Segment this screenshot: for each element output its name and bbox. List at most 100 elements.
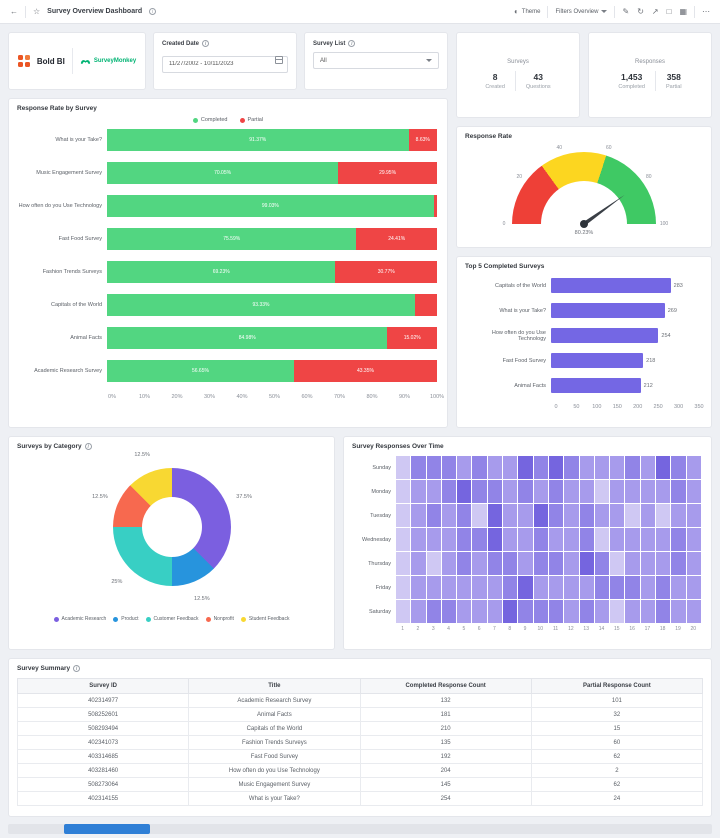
- heatmap-cell[interactable]: [564, 600, 579, 623]
- heatmap-cell[interactable]: [533, 456, 548, 479]
- heatmap-cell[interactable]: [610, 552, 625, 575]
- completed-bar-segment[interactable]: 93.33%: [107, 294, 415, 316]
- heatmap-cell[interactable]: [457, 480, 472, 503]
- heatmap-cell[interactable]: [518, 480, 533, 503]
- heatmap-cell[interactable]: [426, 504, 441, 527]
- heatmap-cell[interactable]: [426, 576, 441, 599]
- heatmap-cell[interactable]: [579, 504, 594, 527]
- heatmap-cell[interactable]: [686, 528, 701, 551]
- heatmap-cell[interactable]: [396, 528, 411, 551]
- heatmap-cell[interactable]: [594, 552, 610, 575]
- favorite-star-icon[interactable]: ☆: [33, 6, 41, 16]
- heatmap-cell[interactable]: [533, 600, 548, 623]
- bar[interactable]: [551, 303, 665, 318]
- partial-bar-segment[interactable]: 15.02%: [387, 327, 437, 349]
- heatmap-cell[interactable]: [503, 600, 518, 623]
- back-icon[interactable]: ←: [10, 6, 18, 16]
- heatmap-cell[interactable]: [441, 600, 457, 623]
- table-row[interactable]: 402314155 What is your Take? 254 24: [16, 791, 704, 806]
- heatmap-cell[interactable]: [594, 480, 610, 503]
- heatmap-cell[interactable]: [656, 504, 671, 527]
- heatmap-cell[interactable]: [426, 600, 441, 623]
- share-icon[interactable]: ↗: [651, 6, 659, 16]
- heatmap-cell[interactable]: [396, 480, 411, 503]
- heatmap-cell[interactable]: [441, 552, 457, 575]
- heatmap-cell[interactable]: [640, 576, 656, 599]
- heatmap-cell[interactable]: [441, 504, 457, 527]
- table-row[interactable]: 403281460 How often do you Use Technology…: [16, 763, 704, 778]
- partial-bar-segment[interactable]: 30.77%: [335, 261, 437, 283]
- heatmap-cell[interactable]: [411, 528, 426, 551]
- bar[interactable]: [551, 278, 671, 293]
- heatmap-cell[interactable]: [625, 528, 640, 551]
- heatmap-cell[interactable]: [640, 480, 656, 503]
- heatmap-cell[interactable]: [518, 576, 533, 599]
- completed-bar-segment[interactable]: 99.03%: [107, 195, 434, 217]
- heatmap-cell[interactable]: [610, 504, 625, 527]
- heatmap-cell[interactable]: [487, 576, 503, 599]
- table-row[interactable]: 508252601 Animal Facts 181 32: [16, 707, 704, 722]
- heatmap-cell[interactable]: [671, 504, 686, 527]
- heatmap-cell[interactable]: [548, 576, 564, 599]
- title-info-icon[interactable]: i: [149, 8, 157, 15]
- heatmap-cell[interactable]: [457, 456, 472, 479]
- scrollbar-thumb[interactable]: [64, 824, 150, 834]
- heatmap-cell[interactable]: [487, 456, 503, 479]
- heatmap-cell[interactable]: [487, 552, 503, 575]
- table-row[interactable]: 403314685 Fast Food Survey 192 62: [16, 749, 704, 764]
- created-date-input[interactable]: [162, 55, 288, 73]
- heatmap-cell[interactable]: [426, 456, 441, 479]
- table-header-cell[interactable]: Partial Response Count: [530, 678, 704, 694]
- heatmap-cell[interactable]: [518, 552, 533, 575]
- heatmap-cell[interactable]: [594, 600, 610, 623]
- legend-item[interactable]: Academic Research: [53, 616, 106, 622]
- heatmap-cell[interactable]: [533, 576, 548, 599]
- heatmap-cell[interactable]: [610, 528, 625, 551]
- heatmap-cell[interactable]: [656, 600, 671, 623]
- completed-bar-segment[interactable]: 75.59%: [107, 228, 357, 250]
- heatmap-cell[interactable]: [503, 456, 518, 479]
- heatmap-cell[interactable]: [457, 576, 472, 599]
- heatmap-cell[interactable]: [487, 504, 503, 527]
- table-header-cell[interactable]: Survey ID: [16, 678, 190, 694]
- edit-icon[interactable]: ✎: [622, 6, 630, 16]
- heatmap-cell[interactable]: [472, 576, 487, 599]
- heatmap-cell[interactable]: [671, 600, 686, 623]
- partial-bar-segment[interactable]: [433, 195, 437, 217]
- heatmap-cell[interactable]: [548, 504, 564, 527]
- heatmap-cell[interactable]: [564, 456, 579, 479]
- heatmap-cell[interactable]: [594, 528, 610, 551]
- heatmap-cell[interactable]: [487, 600, 503, 623]
- heatmap-cell[interactable]: [548, 480, 564, 503]
- partial-bar-segment[interactable]: 29.95%: [338, 162, 437, 184]
- heatmap-cell[interactable]: [625, 504, 640, 527]
- bar[interactable]: [551, 353, 644, 368]
- table-row[interactable]: 508273064 Music Engagement Survey 145 62: [16, 777, 704, 792]
- heatmap-cell[interactable]: [548, 456, 564, 479]
- legend-item[interactable]: Student Feedback: [240, 616, 289, 622]
- heatmap-cell[interactable]: [457, 504, 472, 527]
- completed-bar-segment[interactable]: 70.05%: [107, 162, 339, 184]
- heatmap-cell[interactable]: [441, 576, 457, 599]
- heatmap-cell[interactable]: [411, 600, 426, 623]
- heatmap-cell[interactable]: [671, 552, 686, 575]
- heatmap-cell[interactable]: [564, 552, 579, 575]
- heatmap-cell[interactable]: [594, 456, 610, 479]
- theme-button[interactable]: ◐ Theme: [514, 7, 541, 16]
- heatmap-cell[interactable]: [518, 456, 533, 479]
- heatmap-cell[interactable]: [671, 528, 686, 551]
- heatmap-cell[interactable]: [671, 456, 686, 479]
- heatmap-cell[interactable]: [686, 456, 701, 479]
- heatmap-cell[interactable]: [610, 480, 625, 503]
- table-row[interactable]: 402341073 Fashion Trends Surveys 135 60: [16, 735, 704, 750]
- legend-item[interactable]: Completed: [192, 117, 228, 123]
- heatmap-cell[interactable]: [503, 576, 518, 599]
- by-category-info-icon[interactable]: i: [84, 443, 92, 450]
- table-row[interactable]: 402314977 Academic Research Survey 132 101: [16, 693, 704, 708]
- partial-bar-segment[interactable]: 8.63%: [408, 129, 437, 151]
- heatmap-cell[interactable]: [457, 528, 472, 551]
- heatmap-cell[interactable]: [396, 600, 411, 623]
- heatmap-cell[interactable]: [533, 480, 548, 503]
- heatmap-cell[interactable]: [656, 456, 671, 479]
- bottom-scrollbar[interactable]: [8, 824, 712, 834]
